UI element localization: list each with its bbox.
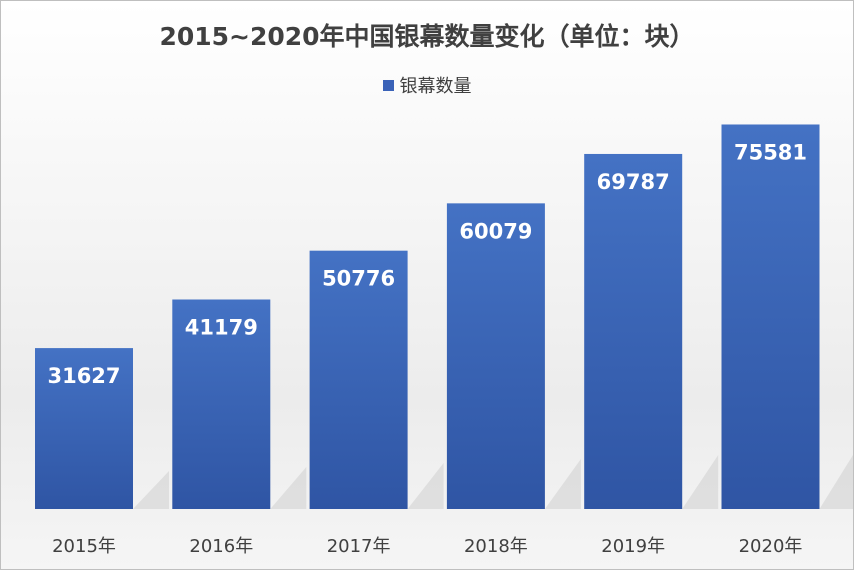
bar-shadow [682, 455, 719, 509]
legend-label: 银幕数量 [399, 76, 472, 97]
data-label: 60079 [459, 219, 532, 243]
bar-shadow [133, 471, 169, 509]
bar [446, 203, 545, 509]
bar [309, 250, 408, 509]
bar-shadow [544, 459, 581, 509]
x-tick-label: 2019年 [601, 536, 665, 557]
bar [172, 299, 271, 509]
legend-swatch [382, 79, 394, 91]
x-tick-label: 2017年 [327, 536, 391, 557]
bar-shadow [407, 463, 444, 509]
bar-shadows [133, 455, 853, 509]
data-label: 50776 [322, 267, 395, 291]
data-labels: 31627 41179 50776 60079 69787 75581 [47, 140, 807, 388]
data-label: 75581 [734, 140, 807, 164]
chart-title: 2015~2020年中国银幕数量变化（单位：块） [159, 22, 695, 51]
chart-legend: 银幕数量 [1, 72, 853, 98]
bar-shadow [819, 455, 853, 509]
bar [35, 348, 133, 509]
x-tick-label: 2015年 [52, 536, 116, 557]
x-tick-label: 2016年 [189, 536, 253, 557]
bar-shadow [270, 467, 307, 509]
data-label: 69787 [597, 170, 670, 194]
bar [721, 124, 820, 509]
x-tick-label: 2018年 [464, 536, 528, 557]
x-axis-tick-labels: 2015年 2016年 2017年 2018年 2019年 2020年 [52, 536, 802, 557]
bar [584, 153, 683, 510]
bars [35, 124, 820, 510]
data-label: 41179 [185, 316, 258, 340]
data-label: 31627 [47, 364, 120, 388]
x-tick-label: 2020年 [739, 536, 803, 557]
